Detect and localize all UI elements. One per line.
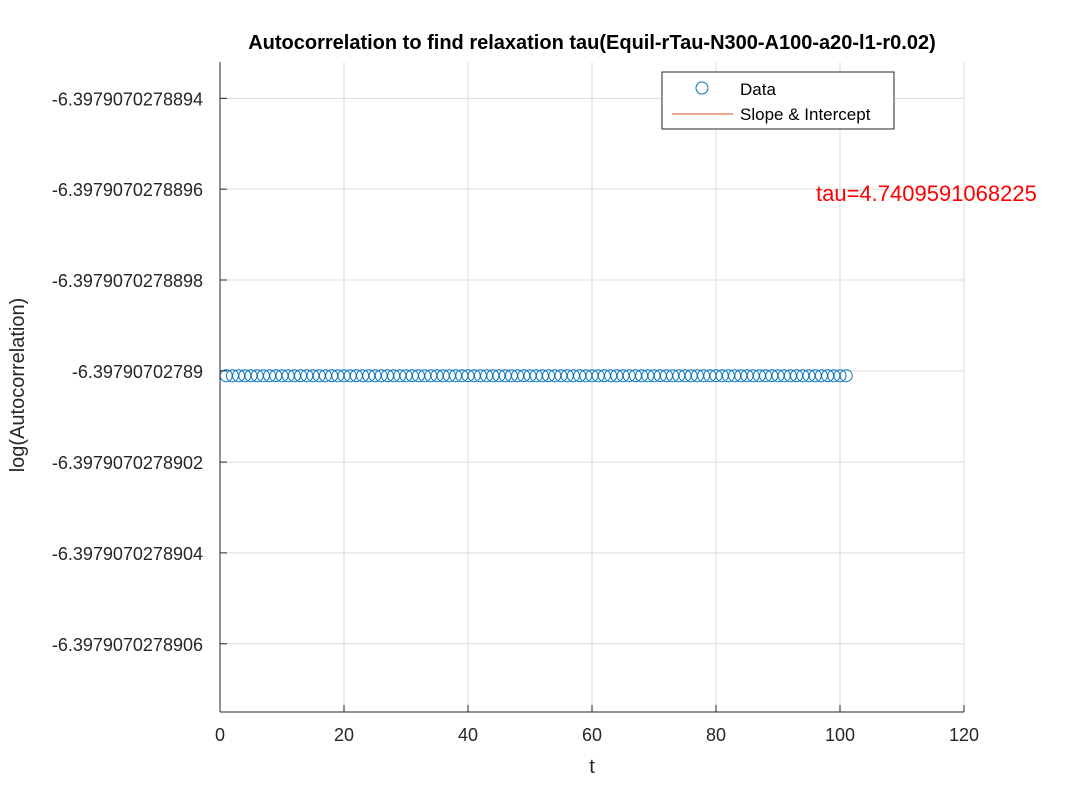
x-grid bbox=[219, 62, 965, 712]
y-tick-label: -6.3979070278904 bbox=[52, 544, 203, 564]
legend: Data Slope & Intercept bbox=[661, 71, 895, 130]
y-tick-label: -6.39790702789 bbox=[72, 362, 203, 382]
x-tick-label: 60 bbox=[582, 725, 602, 745]
legend-fit-label: Slope & Intercept bbox=[740, 105, 871, 124]
legend-data-label: Data bbox=[740, 80, 776, 99]
data-point bbox=[839, 369, 853, 383]
data-point bbox=[833, 369, 847, 383]
chart-title: Autocorrelation to find relaxation tau(E… bbox=[248, 32, 936, 54]
x-tick-label: 80 bbox=[706, 725, 726, 745]
y-tick-label: -6.3979070278896 bbox=[52, 180, 203, 200]
y-tick-label: -6.3979070278894 bbox=[52, 89, 203, 109]
data-series bbox=[219, 369, 853, 383]
y-tick-label: -6.3979070278906 bbox=[52, 635, 203, 655]
x-tick-label: 40 bbox=[458, 725, 478, 745]
x-tick-label: 100 bbox=[825, 725, 855, 745]
legend-data-marker bbox=[695, 81, 709, 95]
y-axis-label: log(Autocorrelation) bbox=[7, 298, 29, 473]
y-grid bbox=[220, 97, 964, 645]
x-tick-label: 0 bbox=[215, 725, 225, 745]
legend-box bbox=[661, 71, 895, 130]
y-axis-ticks: -6.3979070278894 -6.3979070278896 -6.39790… bbox=[52, 89, 227, 655]
x-axis-ticks: 0 20 40 60 80 100 120 bbox=[215, 705, 979, 745]
tau-annotation: tau=4.7409591068225 bbox=[816, 181, 1037, 206]
y-tick-label: -6.3979070278902 bbox=[52, 453, 203, 473]
x-tick-label: 20 bbox=[334, 725, 354, 745]
x-tick-label: 120 bbox=[949, 725, 979, 745]
x-axis-label: t bbox=[589, 756, 595, 778]
y-tick-label: -6.3979070278898 bbox=[52, 271, 203, 291]
